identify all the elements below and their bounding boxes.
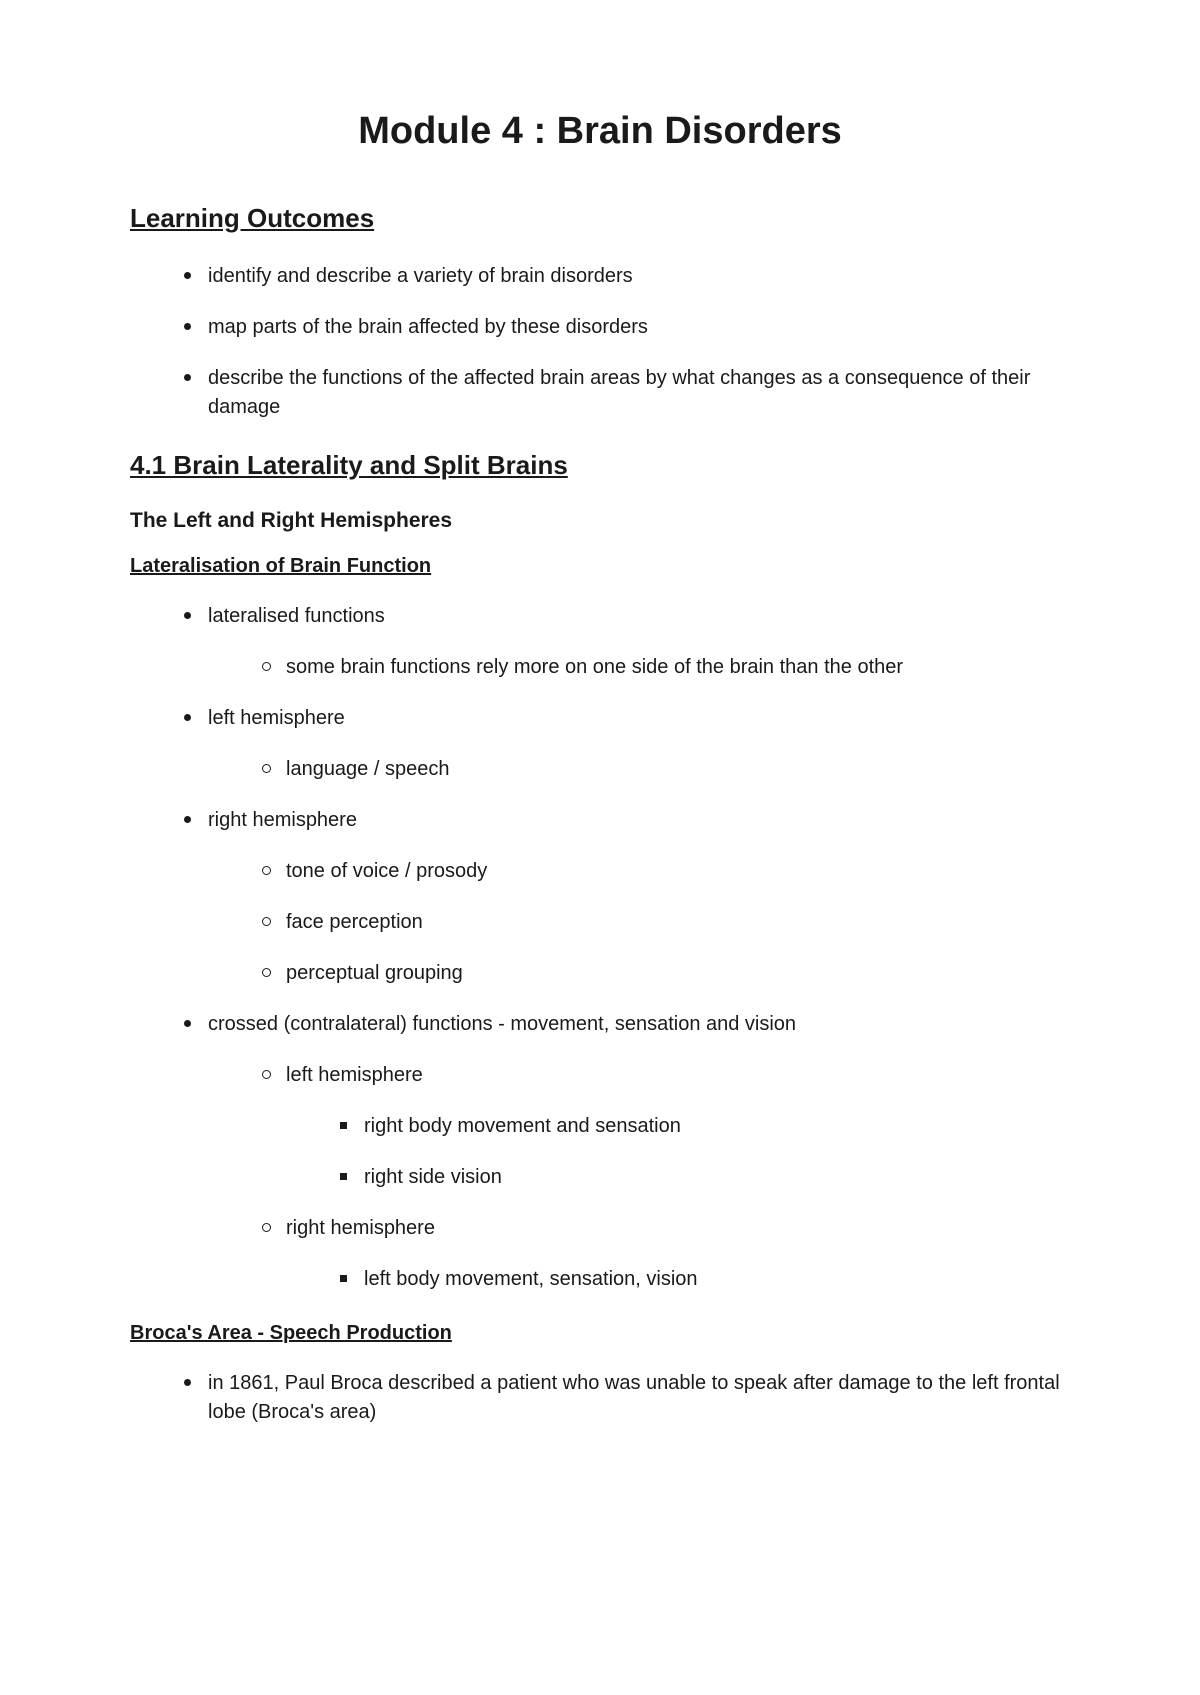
heading-hemispheres: The Left and Right Hemispheres [130,509,1070,533]
sub-list: left hemisphere right body movement and … [208,1061,1070,1294]
list-item: some brain functions rely more on one si… [262,653,1070,682]
list-item: in 1861, Paul Broca described a patient … [184,1369,1070,1427]
list-item-label: right hemisphere [208,809,357,831]
list-item: right body movement and sensation [340,1112,1070,1141]
list-item-label: left hemisphere [286,1064,423,1086]
sub-list: tone of voice / prosody face perception … [208,857,1070,988]
sub-list: some brain functions rely more on one si… [208,653,1070,682]
brocas-list: in 1861, Paul Broca described a patient … [130,1369,1070,1427]
sub-sub-list: right body movement and sensation right … [286,1112,1070,1192]
list-item: language / speech [262,755,1070,784]
list-item-label: lateralised functions [208,605,385,627]
list-item: left hemisphere right body movement and … [262,1061,1070,1192]
heading-4-1: 4.1 Brain Laterality and Split Brains [130,450,1070,481]
list-item: right side vision [340,1163,1070,1192]
list-item: identify and describe a variety of brain… [184,262,1070,291]
list-item: face perception [262,908,1070,937]
list-item: lateralised functions some brain functio… [184,602,1070,682]
list-item: perceptual grouping [262,959,1070,988]
list-item-label: left hemisphere [208,707,345,729]
list-item: left body movement, sensation, vision [340,1265,1070,1294]
list-item-label: crossed (contralateral) functions - move… [208,1013,796,1035]
lateralisation-list: lateralised functions some brain functio… [130,602,1070,1294]
heading-brocas-area: Broca's Area - Speech Production [130,1322,1070,1345]
list-item: tone of voice / prosody [262,857,1070,886]
heading-learning-outcomes: Learning Outcomes [130,203,1070,234]
list-item: right hemisphere tone of voice / prosody… [184,806,1070,988]
list-item: map parts of the brain affected by these… [184,313,1070,342]
list-item: right hemisphere left body movement, sen… [262,1214,1070,1294]
list-item: describe the functions of the affected b… [184,364,1070,422]
list-item: left hemisphere language / speech [184,704,1070,784]
outcomes-list: identify and describe a variety of brain… [130,262,1070,422]
page-title: Module 4 : Brain Disorders [130,110,1070,153]
list-item: crossed (contralateral) functions - move… [184,1010,1070,1294]
sub-list: language / speech [208,755,1070,784]
heading-lateralisation: Lateralisation of Brain Function [130,555,1070,578]
sub-sub-list: left body movement, sensation, vision [286,1265,1070,1294]
list-item-label: right hemisphere [286,1217,435,1239]
